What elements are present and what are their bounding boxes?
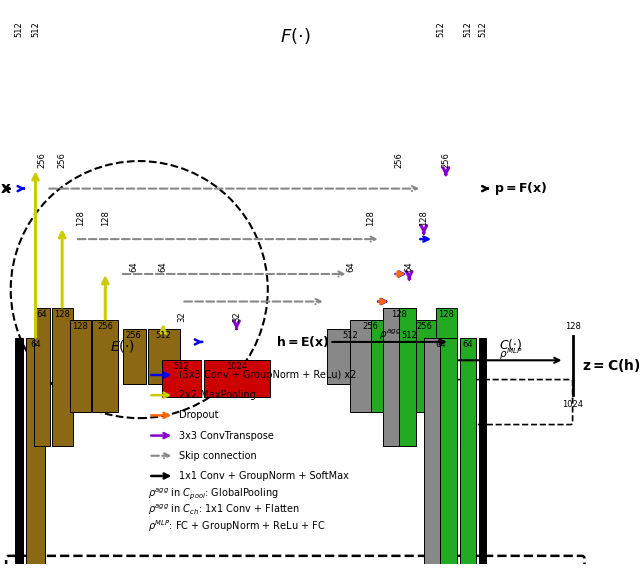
Text: 1024: 1024 [562, 400, 583, 409]
Text: 256: 256 [126, 331, 141, 340]
Text: $\rho^{agg}$: $\rho^{agg}$ [379, 328, 401, 342]
Bar [34, 308, 50, 446]
Text: 1: 1 [17, 340, 22, 349]
Text: $\rho^{MLP}$: FC + GroupNorm + ReLu + FC: $\rho^{MLP}$: FC + GroupNorm + ReLu + FC [148, 519, 326, 534]
Text: 256: 256 [363, 322, 378, 331]
Bar [399, 308, 415, 446]
Text: 512: 512 [15, 22, 24, 37]
Text: 128: 128 [391, 310, 407, 319]
Bar [436, 308, 457, 446]
Bar [424, 338, 440, 584]
Text: 128: 128 [366, 210, 375, 226]
Text: 256: 256 [416, 322, 432, 331]
Text: 64: 64 [30, 340, 41, 349]
Text: 64: 64 [404, 262, 413, 272]
Text: 512: 512 [463, 22, 472, 37]
Text: 512: 512 [436, 22, 445, 37]
Bar [52, 308, 73, 446]
Text: 128: 128 [72, 322, 88, 331]
Text: 256: 256 [97, 322, 113, 331]
Bar [371, 320, 391, 412]
Bar [394, 329, 426, 384]
Text: $\rho^{agg}$ in $C_{pool}$: GlobalPooling: $\rho^{agg}$ in $C_{pool}$: GlobalPoolin… [148, 486, 279, 501]
Bar [440, 338, 457, 584]
Text: 128: 128 [54, 310, 70, 319]
Text: 256: 256 [442, 152, 451, 168]
Text: 256: 256 [58, 152, 67, 168]
Text: 32: 32 [232, 311, 241, 322]
Text: $F(\cdot)$: $F(\cdot)$ [280, 26, 310, 46]
Text: Skip connection: Skip connection [179, 451, 257, 461]
Text: 128: 128 [564, 322, 580, 331]
Text: 256: 256 [37, 152, 47, 168]
Text: 3x3 ConvTranspose: 3x3 ConvTranspose [179, 430, 274, 440]
Text: 512: 512 [156, 331, 171, 340]
Bar [383, 308, 399, 446]
Text: 512: 512 [401, 331, 417, 340]
Text: 512: 512 [342, 331, 358, 340]
Text: 64: 64 [435, 340, 445, 349]
Bar [70, 320, 91, 412]
Text: 5: 5 [480, 340, 485, 349]
Bar [15, 338, 22, 584]
Text: $\mathbf{x}$: $\mathbf{x}$ [0, 181, 12, 196]
Text: 512: 512 [478, 22, 487, 37]
Bar [204, 360, 269, 397]
Bar [123, 329, 146, 384]
Bar [328, 329, 351, 384]
Text: $\rho^{agg}$ in $C_{ch}$: 1x1 Conv + Flatten: $\rho^{agg}$ in $C_{ch}$: 1x1 Conv + Fla… [148, 503, 301, 517]
Bar [162, 360, 201, 397]
Text: 64: 64 [346, 262, 355, 272]
Bar [147, 329, 180, 384]
Text: $\mathbf{z{=}C(h)}$: $\mathbf{z{=}C(h)}$ [582, 357, 640, 374]
Text: 64: 64 [463, 340, 473, 349]
Text: 512: 512 [173, 362, 189, 371]
Text: $C(\cdot)$: $C(\cdot)$ [499, 337, 523, 352]
Text: 128: 128 [438, 310, 454, 319]
Bar [460, 338, 476, 584]
Text: 256: 256 [395, 152, 404, 168]
Text: Dropout: Dropout [179, 411, 218, 420]
Bar [26, 338, 45, 584]
Text: 64: 64 [36, 310, 47, 319]
Text: 128: 128 [419, 210, 428, 226]
Bar [92, 320, 118, 412]
Text: 1x1 Conv + GroupNorm + SoftMax: 1x1 Conv + GroupNorm + SoftMax [179, 471, 349, 481]
Text: $\rho^{MLP}$: $\rho^{MLP}$ [499, 346, 523, 361]
Text: 64: 64 [159, 262, 168, 272]
Text: $\mathbf{p{=}F(x)}$: $\mathbf{p{=}F(x)}$ [493, 180, 547, 197]
Text: 128: 128 [100, 210, 110, 226]
Bar [411, 320, 436, 412]
Text: $E(\cdot)$: $E(\cdot)$ [110, 338, 134, 353]
Bar [479, 338, 486, 584]
Text: 64: 64 [129, 262, 138, 272]
Text: 2x2 MaxPooling: 2x2 MaxPooling [179, 390, 255, 400]
Text: 32: 32 [177, 311, 186, 322]
Bar [351, 320, 371, 412]
Text: $\mathbf{h{=}E(x)}$: $\mathbf{h{=}E(x)}$ [276, 335, 330, 349]
Bar [351, 329, 373, 384]
Text: 128: 128 [76, 210, 85, 226]
Text: 512: 512 [31, 22, 40, 37]
Text: 1024: 1024 [226, 362, 247, 371]
Text: (3x3 Conv + GroupNorm + ReLu) x2: (3x3 Conv + GroupNorm + ReLu) x2 [179, 370, 356, 380]
